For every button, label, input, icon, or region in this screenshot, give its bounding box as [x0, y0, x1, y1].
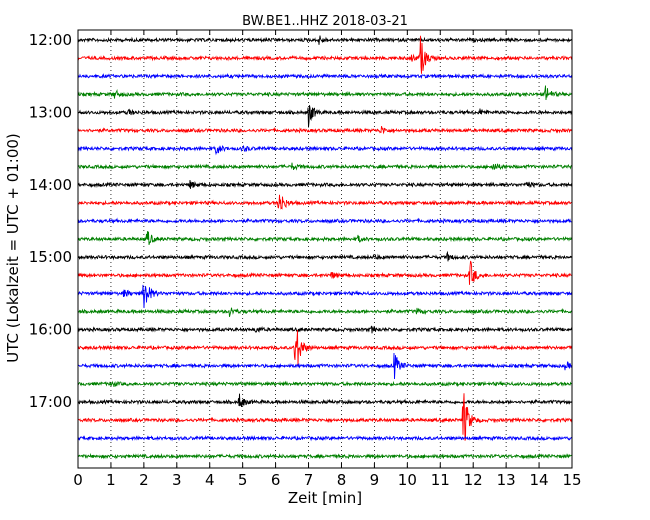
x-tick-label: 14 — [530, 471, 549, 489]
seismogram-trace — [77, 329, 573, 367]
x-tick-label: 7 — [304, 471, 314, 489]
y-tick-label: 17:00 — [29, 393, 72, 411]
x-tick-label: 6 — [271, 471, 281, 489]
seismogram-trace — [77, 260, 573, 285]
seismogram-trace — [77, 307, 573, 317]
y-axis-ticks: 12:00 13:00 14:00 15:00 16:00 17:00 — [29, 31, 572, 411]
x-tick-label: 5 — [238, 471, 248, 489]
seismogram-traces — [77, 35, 573, 460]
x-tick-label: 11 — [431, 471, 450, 489]
seismogram-trace — [77, 250, 573, 262]
seismogram-trace — [77, 194, 573, 210]
seismogram-trace — [77, 231, 573, 246]
seismogram-trace — [77, 162, 573, 171]
seismogram-trace — [77, 217, 573, 225]
y-axis-label: UTC (Lokalzeit = UTC + 01:00) — [4, 133, 22, 363]
x-axis-label: Zeit [min] — [288, 489, 362, 507]
seismogram-trace — [77, 380, 573, 387]
seismogram-trace — [77, 72, 573, 80]
y-tick-label: 16:00 — [29, 321, 72, 339]
x-tick-label: 15 — [562, 471, 581, 489]
y-tick-label: 12:00 — [29, 31, 72, 49]
seismogram-trace — [77, 325, 573, 334]
x-tick-label: 9 — [370, 471, 380, 489]
x-tick-label: 2 — [139, 471, 149, 489]
seismogram-trace — [77, 435, 573, 442]
seismogram-trace — [77, 125, 573, 135]
y-tick-label: 13:00 — [29, 103, 72, 121]
x-tick-label: 8 — [337, 471, 347, 489]
seismogram-trace — [77, 35, 573, 45]
seismogram-trace — [77, 179, 573, 189]
seismogram-trace — [77, 352, 572, 380]
seismogram-trace — [77, 393, 573, 407]
x-tick-label: 0 — [73, 471, 83, 489]
seismogram-trace — [77, 85, 573, 101]
x-tick-label: 10 — [398, 471, 417, 489]
x-axis-ticks: 0 1 2 3 4 5 6 7 8 9 10 11 12 13 14 15 — [73, 30, 582, 489]
seismogram-trace — [77, 284, 573, 309]
seismogram-trace — [77, 452, 573, 460]
chart-title: BW.BE1..HHZ 2018-03-21 — [242, 14, 408, 29]
x-tick-label: 1 — [106, 471, 116, 489]
seismogram-trace — [77, 105, 573, 128]
plot-frame — [77, 29, 573, 469]
x-tick-label: 13 — [497, 471, 516, 489]
y-tick-label: 14:00 — [29, 176, 72, 194]
seismogram-trace — [77, 35, 573, 74]
x-tick-label: 4 — [205, 471, 215, 489]
x-tick-label: 12 — [464, 471, 483, 489]
x-tick-label: 3 — [172, 471, 182, 489]
seismogram-trace — [77, 145, 573, 156]
seismogram-trace — [77, 393, 573, 441]
y-tick-label: 15:00 — [29, 248, 72, 266]
